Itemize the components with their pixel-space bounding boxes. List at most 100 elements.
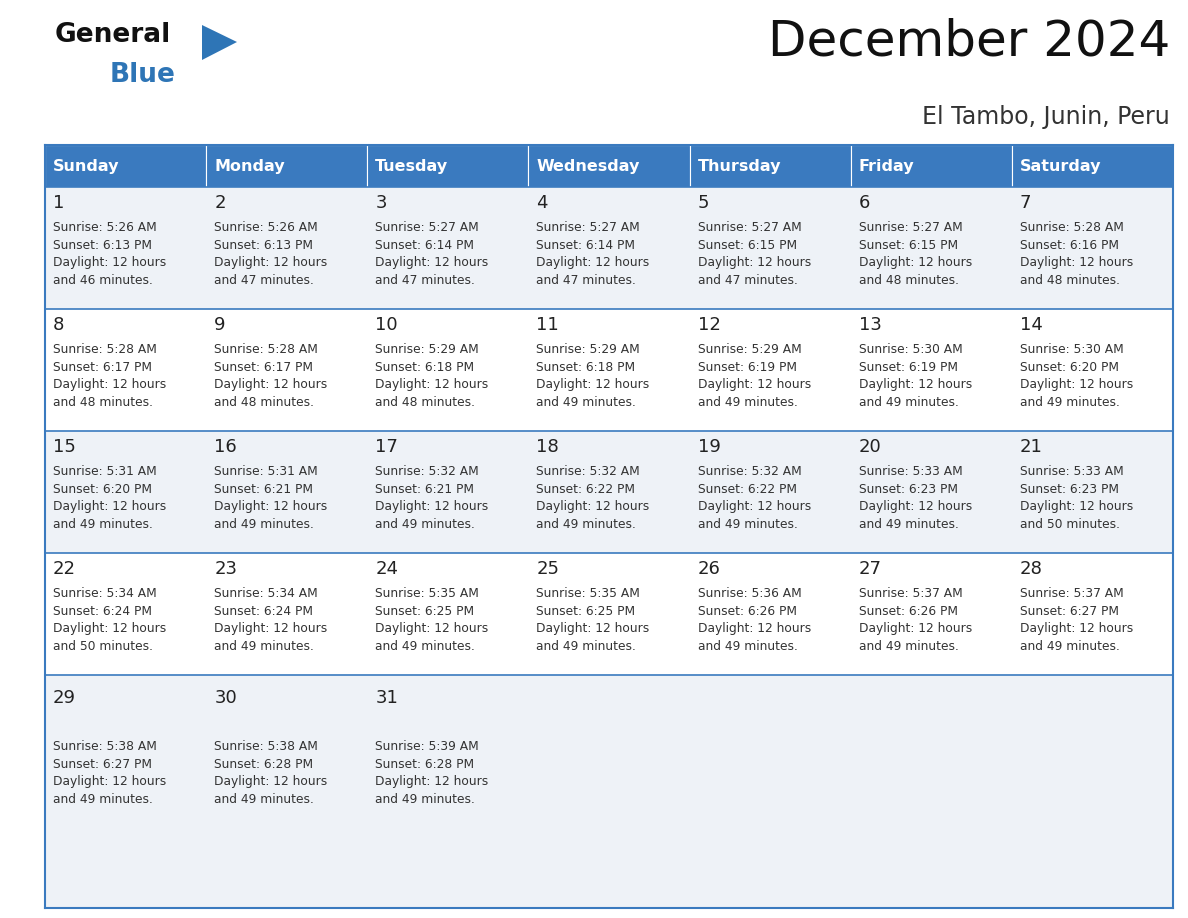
- Text: 14: 14: [1020, 317, 1043, 334]
- Bar: [45, 675, 1173, 908]
- Text: 2: 2: [214, 195, 226, 212]
- Text: Daylight: 12 hours: Daylight: 12 hours: [859, 622, 972, 635]
- Text: Sunrise: 5:37 AM: Sunrise: 5:37 AM: [1020, 588, 1124, 600]
- Text: 28: 28: [1020, 560, 1043, 578]
- Text: Sunset: 6:21 PM: Sunset: 6:21 PM: [214, 483, 314, 496]
- Text: Sunrise: 5:32 AM: Sunrise: 5:32 AM: [697, 465, 802, 478]
- Text: El Tambo, Junin, Peru: El Tambo, Junin, Peru: [922, 105, 1170, 129]
- Text: Sunset: 6:17 PM: Sunset: 6:17 PM: [214, 361, 314, 374]
- Text: and 47 minutes.: and 47 minutes.: [214, 274, 314, 286]
- Text: Sunrise: 5:35 AM: Sunrise: 5:35 AM: [375, 588, 479, 600]
- Text: Sunrise: 5:31 AM: Sunrise: 5:31 AM: [214, 465, 318, 478]
- Text: 17: 17: [375, 438, 398, 456]
- Text: General: General: [55, 22, 171, 48]
- Text: Saturday: Saturday: [1020, 159, 1101, 174]
- Bar: [689, 145, 851, 187]
- Text: 6: 6: [859, 195, 870, 212]
- Text: Sunset: 6:21 PM: Sunset: 6:21 PM: [375, 483, 474, 496]
- Text: Friday: Friday: [859, 159, 915, 174]
- Text: Daylight: 12 hours: Daylight: 12 hours: [859, 256, 972, 269]
- Text: Sunset: 6:13 PM: Sunset: 6:13 PM: [53, 239, 152, 252]
- Text: Sunset: 6:18 PM: Sunset: 6:18 PM: [537, 361, 636, 374]
- Text: Daylight: 12 hours: Daylight: 12 hours: [1020, 378, 1133, 391]
- Text: 21: 21: [1020, 438, 1043, 456]
- Text: 3: 3: [375, 195, 387, 212]
- Text: Daylight: 12 hours: Daylight: 12 hours: [375, 775, 488, 789]
- Text: Sunset: 6:24 PM: Sunset: 6:24 PM: [214, 605, 314, 618]
- Text: Sunset: 6:13 PM: Sunset: 6:13 PM: [214, 239, 314, 252]
- Text: and 50 minutes.: and 50 minutes.: [1020, 518, 1120, 531]
- Text: Sunset: 6:19 PM: Sunset: 6:19 PM: [859, 361, 958, 374]
- Text: and 49 minutes.: and 49 minutes.: [697, 518, 797, 531]
- Text: Wednesday: Wednesday: [537, 159, 640, 174]
- Text: Sunrise: 5:28 AM: Sunrise: 5:28 AM: [1020, 221, 1124, 234]
- Text: Sunset: 6:26 PM: Sunset: 6:26 PM: [697, 605, 797, 618]
- Text: Sunrise: 5:34 AM: Sunrise: 5:34 AM: [53, 588, 157, 600]
- Text: Daylight: 12 hours: Daylight: 12 hours: [697, 256, 811, 269]
- Text: Sunset: 6:14 PM: Sunset: 6:14 PM: [375, 239, 474, 252]
- Text: 19: 19: [697, 438, 720, 456]
- Text: Sunrise: 5:26 AM: Sunrise: 5:26 AM: [214, 221, 318, 234]
- Text: 12: 12: [697, 317, 720, 334]
- Text: Sunrise: 5:27 AM: Sunrise: 5:27 AM: [537, 221, 640, 234]
- Text: and 49 minutes.: and 49 minutes.: [214, 640, 314, 653]
- Text: Sunrise: 5:39 AM: Sunrise: 5:39 AM: [375, 740, 479, 754]
- Text: Sunrise: 5:31 AM: Sunrise: 5:31 AM: [53, 465, 157, 478]
- Text: Sunrise: 5:35 AM: Sunrise: 5:35 AM: [537, 588, 640, 600]
- Text: and 49 minutes.: and 49 minutes.: [53, 518, 153, 531]
- Text: December 2024: December 2024: [767, 18, 1170, 66]
- Text: 31: 31: [375, 689, 398, 707]
- Text: Sunset: 6:15 PM: Sunset: 6:15 PM: [859, 239, 958, 252]
- Text: 9: 9: [214, 317, 226, 334]
- Text: 22: 22: [53, 560, 76, 578]
- Text: 15: 15: [53, 438, 76, 456]
- Text: and 48 minutes.: and 48 minutes.: [214, 396, 314, 409]
- Text: 1: 1: [53, 195, 64, 212]
- Text: and 49 minutes.: and 49 minutes.: [859, 640, 959, 653]
- Bar: [45, 309, 1173, 431]
- Text: Daylight: 12 hours: Daylight: 12 hours: [697, 500, 811, 513]
- Text: Daylight: 12 hours: Daylight: 12 hours: [859, 378, 972, 391]
- Bar: [45, 187, 1173, 309]
- Text: and 48 minutes.: and 48 minutes.: [53, 396, 153, 409]
- Text: Sunset: 6:27 PM: Sunset: 6:27 PM: [53, 757, 152, 771]
- Text: 8: 8: [53, 317, 64, 334]
- Text: Sunrise: 5:33 AM: Sunrise: 5:33 AM: [859, 465, 962, 478]
- Text: Daylight: 12 hours: Daylight: 12 hours: [375, 378, 488, 391]
- Text: Daylight: 12 hours: Daylight: 12 hours: [537, 378, 650, 391]
- Text: Sunset: 6:26 PM: Sunset: 6:26 PM: [859, 605, 958, 618]
- Text: 30: 30: [214, 689, 236, 707]
- Text: Sunrise: 5:27 AM: Sunrise: 5:27 AM: [859, 221, 962, 234]
- Text: Sunrise: 5:30 AM: Sunrise: 5:30 AM: [1020, 343, 1124, 356]
- Text: Sunrise: 5:32 AM: Sunrise: 5:32 AM: [537, 465, 640, 478]
- Text: Daylight: 12 hours: Daylight: 12 hours: [53, 622, 166, 635]
- Bar: [367, 145, 529, 187]
- Text: and 49 minutes.: and 49 minutes.: [375, 793, 475, 806]
- Text: 25: 25: [537, 560, 560, 578]
- Text: Sunset: 6:18 PM: Sunset: 6:18 PM: [375, 361, 474, 374]
- Text: and 49 minutes.: and 49 minutes.: [214, 518, 314, 531]
- Bar: [45, 553, 1173, 675]
- Text: 23: 23: [214, 560, 238, 578]
- Text: 24: 24: [375, 560, 398, 578]
- Text: 11: 11: [537, 317, 560, 334]
- Text: Sunset: 6:22 PM: Sunset: 6:22 PM: [537, 483, 636, 496]
- Bar: [851, 145, 1012, 187]
- Text: 29: 29: [53, 689, 76, 707]
- Text: Daylight: 12 hours: Daylight: 12 hours: [1020, 500, 1133, 513]
- Text: Sunrise: 5:33 AM: Sunrise: 5:33 AM: [1020, 465, 1124, 478]
- Text: Daylight: 12 hours: Daylight: 12 hours: [375, 622, 488, 635]
- Text: 10: 10: [375, 317, 398, 334]
- Text: Sunrise: 5:38 AM: Sunrise: 5:38 AM: [214, 740, 318, 754]
- Text: Sunrise: 5:32 AM: Sunrise: 5:32 AM: [375, 465, 479, 478]
- Bar: [529, 145, 689, 187]
- Text: Daylight: 12 hours: Daylight: 12 hours: [697, 622, 811, 635]
- Text: Daylight: 12 hours: Daylight: 12 hours: [1020, 256, 1133, 269]
- Text: and 49 minutes.: and 49 minutes.: [375, 518, 475, 531]
- Text: Daylight: 12 hours: Daylight: 12 hours: [537, 622, 650, 635]
- Text: Daylight: 12 hours: Daylight: 12 hours: [375, 500, 488, 513]
- Bar: [45, 145, 207, 187]
- Text: Sunrise: 5:29 AM: Sunrise: 5:29 AM: [375, 343, 479, 356]
- Text: Thursday: Thursday: [697, 159, 782, 174]
- Text: 20: 20: [859, 438, 881, 456]
